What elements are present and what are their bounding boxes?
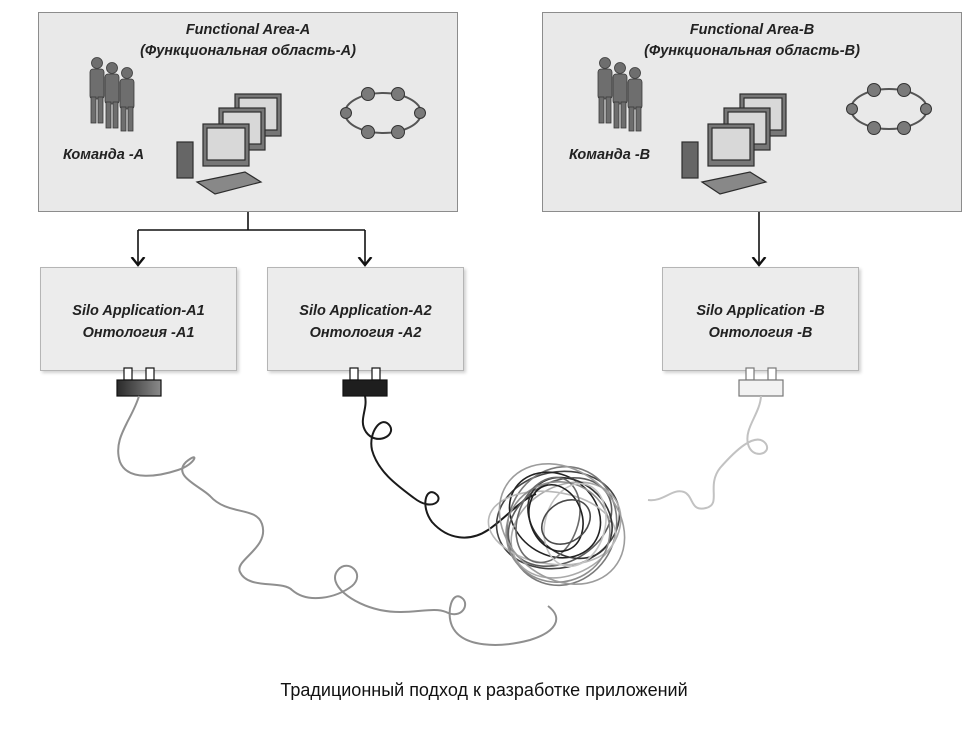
- silo-a1-ontology-label: Онтология -A1: [82, 325, 195, 341]
- team-people-icon-b: [597, 57, 643, 132]
- silo-b-app-label: Silo Application -B: [696, 303, 825, 319]
- cable-a1: [117, 395, 558, 646]
- plug-a2-icon: [342, 367, 388, 397]
- network-ring-icon-a: [340, 87, 426, 139]
- team-a-label: Команда -A: [63, 147, 145, 163]
- cable-tangle: [487, 463, 626, 587]
- team-people-icon-a: [89, 57, 135, 132]
- area-a-connector: [138, 212, 365, 265]
- silo-application-a2: Silo Application-A2 Онтология -A2: [267, 267, 464, 371]
- team-b-label: Команда -B: [569, 147, 651, 163]
- silo-a2-app-label: Silo Application-A2: [299, 303, 432, 319]
- silo-b-ontology-label: Онтология -B: [708, 325, 813, 341]
- silo-a1-app-label: Silo Application-A1: [72, 303, 205, 319]
- silo-a2-ontology-label: Онтология -A2: [309, 325, 422, 341]
- cable-a2: [361, 395, 537, 539]
- silo-application-a1: Silo Application-A1 Онтология -A1: [40, 267, 237, 371]
- silo-application-b: Silo Application -B Онтология -B: [662, 267, 859, 371]
- plug-b-icon: [738, 367, 784, 397]
- network-ring-icon-b: [846, 83, 932, 135]
- computers-icon-a: [176, 93, 282, 195]
- area-a-title: Functional Area-A: [185, 22, 311, 38]
- diagram-caption: Традиционный подход к разработке приложе…: [280, 680, 688, 700]
- area-a-subtitle: (Функциональная область-A): [140, 43, 356, 59]
- area-b-title: Functional Area-B: [689, 22, 815, 38]
- computers-icon-b: [681, 93, 787, 195]
- area-b-subtitle: (Функциональная область-B): [644, 43, 860, 59]
- cable-b: [647, 395, 769, 510]
- plug-a1-icon: [116, 367, 162, 397]
